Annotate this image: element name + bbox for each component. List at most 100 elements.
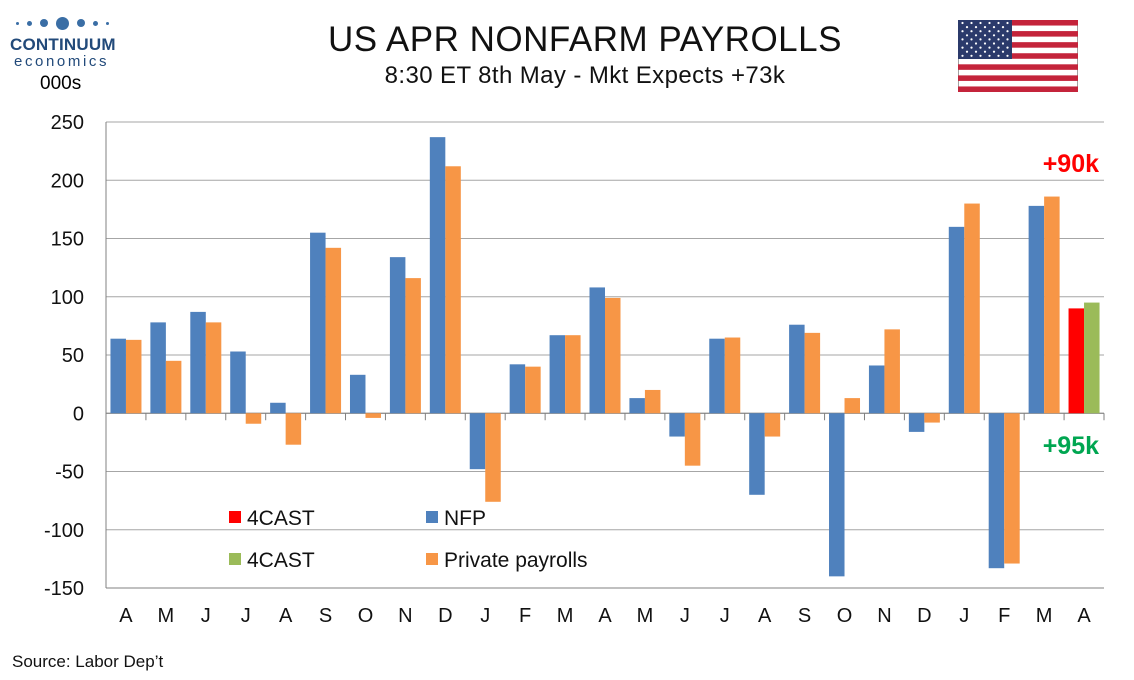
x-tick-label: J [480, 605, 490, 627]
private-payrolls-bar [764, 413, 781, 437]
private-payrolls-bar [125, 339, 142, 414]
legend-swatch [426, 511, 438, 523]
nfp-bar [549, 335, 566, 414]
x-tick-label: M [1036, 605, 1053, 627]
brand-name: CONTINUUM [10, 35, 116, 54]
nfp-bar [230, 351, 246, 414]
private-payrolls-bar [245, 413, 262, 424]
private-payrolls-bar [205, 322, 222, 414]
brand-sub: economics [14, 53, 110, 70]
private-payrolls-bar [605, 297, 621, 414]
x-tick-label: D [438, 605, 452, 627]
legend-label: NFP [444, 507, 486, 530]
units-label: 000s [40, 73, 82, 94]
brand-logo: CONTINUUM economics [10, 14, 140, 70]
private-payrolls-bar [724, 337, 741, 414]
private-payrolls-bar [884, 329, 900, 414]
private-payrolls-bar [445, 166, 461, 414]
nfp-bar [669, 413, 685, 437]
nfp-bar [868, 365, 885, 414]
private-payrolls-bar [165, 360, 182, 414]
private-payrolls-bar [365, 413, 381, 418]
private-payrolls-bar [964, 203, 980, 414]
private-payrolls-bar [924, 413, 940, 423]
y-tick-label: 150 [51, 229, 84, 251]
source-note: Source: Labor Dep’t [12, 652, 164, 671]
x-tick-label: S [319, 605, 332, 627]
x-tick-label: A [119, 605, 133, 627]
legend-swatch [229, 511, 241, 523]
nfp-bar [629, 398, 645, 414]
page-subtitle: 8:30 ET 8th May - Mkt Expects +73k [384, 62, 786, 89]
x-tick-label: M [637, 605, 654, 627]
private-payrolls-bar [285, 413, 302, 445]
x-tick-label: J [720, 605, 730, 627]
legend-label: 4CAST [247, 549, 315, 572]
x-tick-label: N [877, 605, 891, 627]
private-payrolls-bar [565, 335, 581, 414]
x-tick-label: J [241, 605, 251, 627]
private-payrolls-bar [804, 332, 821, 414]
private-payrolls-bar [644, 389, 661, 414]
nfp-bar [349, 374, 366, 414]
x-tick-label: J [680, 605, 690, 627]
nfp-bar [1028, 205, 1045, 414]
y-tick-label: 100 [51, 287, 84, 309]
private-payrolls-bar [325, 247, 342, 414]
us-flag-icon [958, 20, 1078, 92]
y-tick-label: -100 [44, 520, 84, 542]
annotation-label: +90k [1043, 150, 1099, 178]
private-payrolls-bar [405, 278, 421, 414]
private-payrolls-bar [485, 413, 501, 502]
nfp-bar [749, 413, 765, 495]
x-tick-label: A [598, 605, 612, 627]
x-tick-label: O [837, 605, 853, 627]
nfp-bar [469, 413, 486, 470]
nfp-bar [389, 257, 406, 414]
nfp-bar [709, 338, 725, 414]
annotation-label: +95k [1043, 432, 1099, 460]
nfp-bar [988, 413, 1005, 569]
private-payrolls-bar [1044, 196, 1060, 414]
nfp-bar [310, 232, 326, 414]
y-tick-label: 50 [62, 345, 84, 367]
continuum-logo-dots [16, 14, 140, 32]
legend-swatch [426, 553, 438, 565]
x-tick-label: M [158, 605, 175, 627]
x-tick-label: A [1077, 605, 1091, 627]
y-tick-label: -150 [44, 578, 84, 600]
x-tick-label: D [917, 605, 931, 627]
nfp-bar [908, 413, 925, 432]
nfp-bar [270, 402, 286, 414]
x-tick-label: J [201, 605, 211, 627]
y-tick-label: 200 [51, 170, 84, 192]
x-tick-label: A [758, 605, 772, 627]
x-tick-label: S [798, 605, 811, 627]
y-tick-label: 0 [73, 403, 84, 425]
nfp-bar [150, 322, 166, 414]
x-tick-label: F [519, 605, 531, 627]
x-tick-label: O [358, 605, 374, 627]
nfp-bar [110, 338, 126, 414]
legend-label: Private payrolls [444, 549, 588, 572]
x-tick-label: J [959, 605, 969, 627]
nfp-bar [429, 137, 446, 414]
private-payrolls-bar [844, 398, 861, 414]
nfp-bar [190, 311, 206, 414]
nfp-bar [948, 226, 965, 414]
legend-swatch [229, 553, 241, 565]
nfp-bar [789, 324, 805, 414]
x-tick-label: A [279, 605, 293, 627]
private-payrolls-bar [525, 366, 541, 414]
private-payrolls-bar [1004, 413, 1020, 564]
legend-label: 4CAST [247, 507, 315, 530]
nfp-bar [509, 364, 526, 414]
nfp-bar [589, 287, 605, 414]
x-tick-label: N [398, 605, 412, 627]
page-title: US APR NONFARM PAYROLLS [328, 20, 842, 59]
x-tick-label: M [557, 605, 574, 627]
4cast-bar [1068, 308, 1085, 414]
4cast-bar [1084, 302, 1100, 414]
